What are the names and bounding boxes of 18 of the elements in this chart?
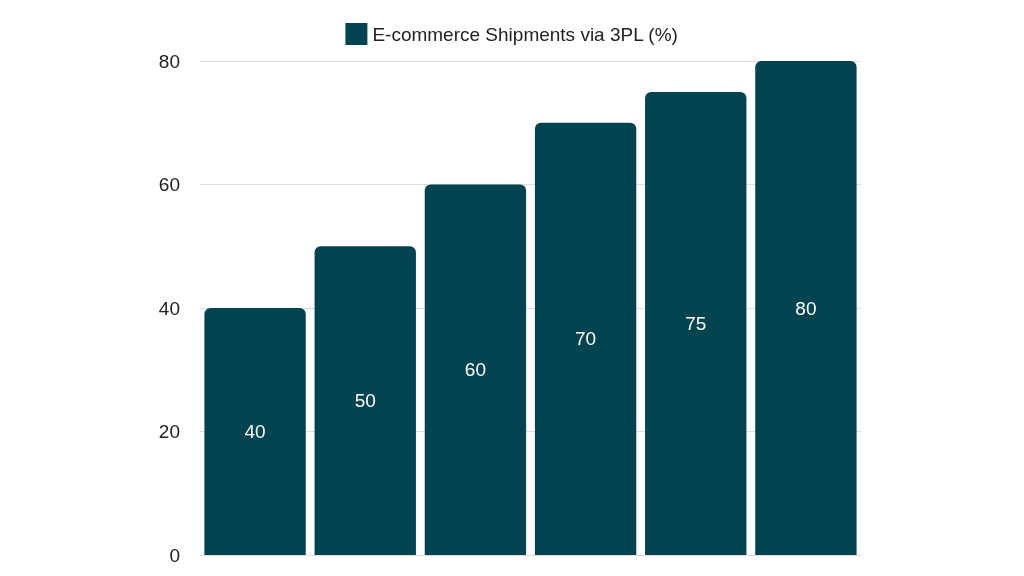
legend-label: E-commerce Shipments via 3PL (%) — [372, 23, 678, 45]
data-label: 50 — [354, 390, 376, 412]
data-label: 75 — [685, 312, 707, 334]
y-tick-label: 80 — [158, 50, 180, 72]
bar — [424, 184, 527, 555]
bar — [645, 91, 747, 555]
data-label: 80 — [795, 297, 817, 319]
y-tick-label: 40 — [158, 297, 180, 319]
bar — [755, 61, 857, 555]
y-tick-label: 20 — [158, 421, 180, 442]
bar — [314, 246, 416, 555]
bar — [204, 308, 306, 555]
data-label: 70 — [575, 328, 597, 350]
data-label: 60 — [464, 359, 486, 381]
y-tick-label: 60 — [158, 174, 180, 195]
y-tick-label: 0 — [169, 544, 180, 566]
data-label: 40 — [244, 421, 266, 442]
bar — [534, 122, 637, 555]
